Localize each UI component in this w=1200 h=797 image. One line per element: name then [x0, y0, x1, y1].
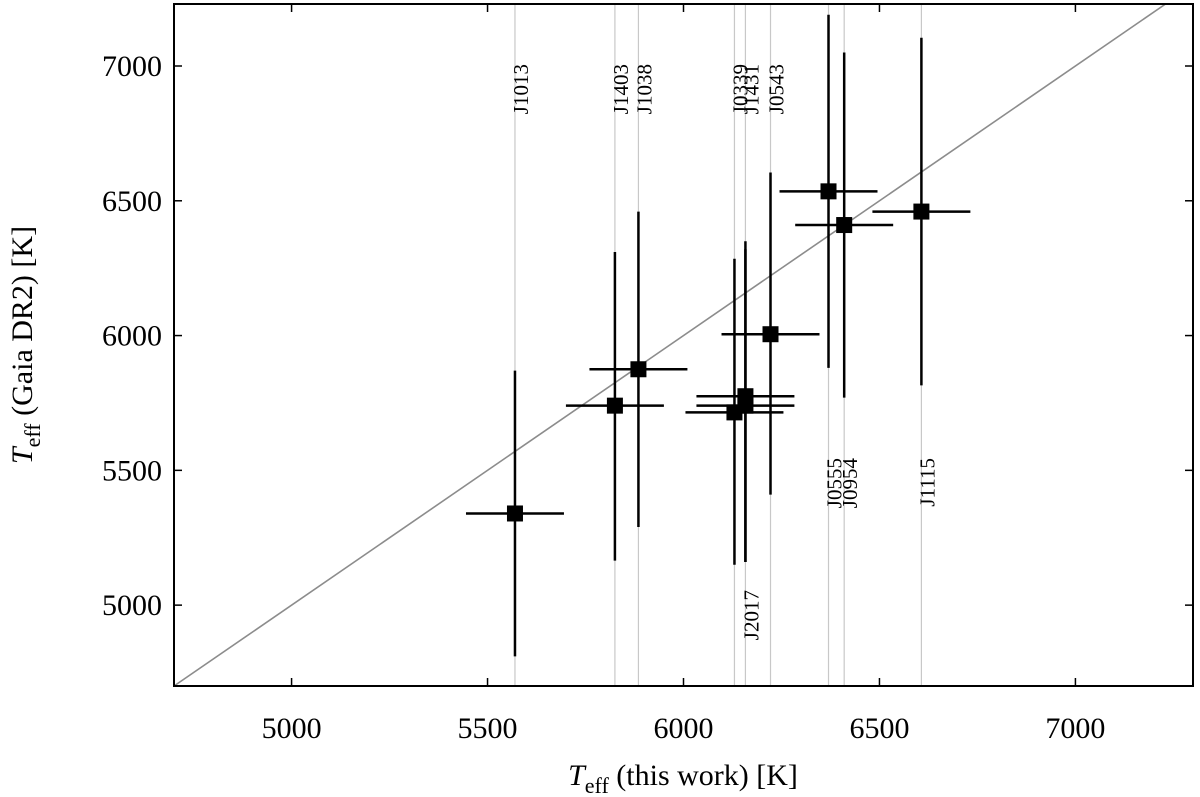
data-point: [606, 397, 623, 414]
y-axis-ticks: 5000 5500 6000 6500 7000: [102, 50, 1193, 622]
data-point: [737, 397, 754, 414]
x-tick-label: 6000: [654, 712, 714, 745]
data-point: [820, 183, 837, 200]
y-tick-label: 6000: [102, 320, 162, 353]
data-point: [762, 326, 779, 343]
star-label-j1431: J1431: [739, 64, 763, 114]
star-label-j0555: J0555: [823, 458, 847, 508]
identity-line: [173, 3, 1167, 687]
data-point: [913, 203, 930, 220]
data-point: [836, 217, 853, 234]
star-label-j1038: J1038: [632, 64, 656, 114]
plot-frame: [173, 3, 1194, 687]
data-points: [506, 183, 930, 522]
star-label-j2017: J2017: [739, 590, 763, 640]
error-bars: [465, 14, 971, 657]
x-tick-label: 5500: [458, 712, 518, 745]
data-point: [630, 361, 647, 378]
x-tick-label: 6500: [849, 712, 909, 745]
star-label-j0339: J0339: [728, 64, 752, 114]
star-label-j0954: J0954: [838, 458, 862, 509]
y-tick-label: 6500: [102, 185, 162, 218]
x-tick-label: 7000: [1045, 712, 1105, 745]
one-to-one-line: [173, 3, 1167, 687]
x-axis-ticks: 5000 5500 6000 6500 7000: [262, 4, 1105, 745]
star-label-j1013: J1013: [509, 64, 533, 114]
reference-star-lines: [514, 4, 922, 686]
data-point: [506, 505, 523, 522]
star-label-j1403: J1403: [609, 64, 633, 114]
y-tick-label: 5000: [102, 589, 162, 622]
y-tick-label: 7000: [102, 50, 162, 83]
y-tick-label: 5500: [102, 454, 162, 487]
y-axis-label: Teff (Gaia DR2) [K]: [6, 226, 45, 464]
x-tick-label: 5000: [262, 712, 322, 745]
star-label-j1115: J1115: [915, 458, 939, 507]
star-label-j0543: J0543: [765, 64, 789, 114]
x-axis-label: Teff (this work) [K]: [568, 759, 798, 797]
